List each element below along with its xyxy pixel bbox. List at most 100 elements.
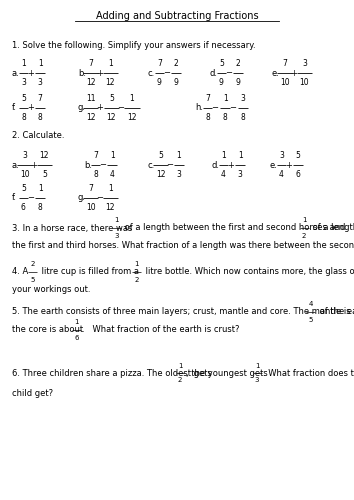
- Text: h.: h.: [195, 104, 203, 112]
- Text: your workings out.: your workings out.: [12, 284, 91, 294]
- Text: 3: 3: [114, 232, 119, 238]
- Text: 4: 4: [279, 170, 284, 179]
- Text: 7: 7: [205, 94, 210, 103]
- Text: 3: 3: [302, 59, 307, 68]
- Text: 1: 1: [108, 59, 113, 68]
- Text: +: +: [30, 160, 37, 170]
- Text: −: −: [117, 104, 124, 112]
- Text: g.: g.: [78, 104, 86, 112]
- Text: 2. Calculate.: 2. Calculate.: [12, 130, 64, 140]
- Text: . What fraction does the other: . What fraction does the other: [263, 368, 354, 378]
- Text: +: +: [285, 160, 292, 170]
- Text: +: +: [290, 68, 297, 78]
- Text: 1: 1: [110, 151, 115, 160]
- Text: 5: 5: [30, 276, 35, 282]
- Text: 5: 5: [219, 59, 224, 68]
- Text: 1: 1: [178, 362, 182, 368]
- Text: 8: 8: [241, 113, 245, 122]
- Text: 1: 1: [38, 59, 42, 68]
- Text: 1: 1: [114, 218, 119, 224]
- Text: 1. Solve the following. Simplify your answers if necessary.: 1. Solve the following. Simplify your an…: [12, 40, 256, 50]
- Text: 5: 5: [21, 94, 26, 103]
- Text: 6: 6: [74, 334, 79, 340]
- Text: 3: 3: [38, 78, 42, 87]
- Text: 9: 9: [174, 78, 179, 87]
- Text: litre cup is filled from a: litre cup is filled from a: [39, 268, 141, 276]
- Text: 6: 6: [21, 203, 26, 212]
- Text: −: −: [27, 194, 34, 202]
- Text: 3: 3: [255, 378, 259, 384]
- Text: 8: 8: [21, 113, 26, 122]
- Text: of a length between: of a length between: [310, 224, 354, 232]
- Text: 1: 1: [130, 94, 135, 103]
- Text: −: −: [163, 68, 170, 78]
- Text: 1: 1: [38, 184, 42, 193]
- Text: 8: 8: [223, 113, 228, 122]
- Text: 9: 9: [236, 78, 241, 87]
- Text: −: −: [99, 160, 106, 170]
- Text: 5: 5: [309, 316, 313, 322]
- Text: 4: 4: [221, 170, 226, 179]
- Text: 7: 7: [88, 59, 93, 68]
- Text: a.: a.: [12, 68, 20, 78]
- Text: 6: 6: [296, 170, 301, 179]
- Text: 5: 5: [109, 94, 114, 103]
- Text: 12: 12: [107, 113, 116, 122]
- Text: 9: 9: [219, 78, 224, 87]
- Text: 8: 8: [93, 170, 98, 179]
- Text: 7: 7: [282, 59, 287, 68]
- Text: 2: 2: [135, 276, 139, 282]
- Text: 8: 8: [38, 113, 42, 122]
- Text: 1: 1: [238, 151, 242, 160]
- Text: 8: 8: [205, 113, 210, 122]
- Text: 12: 12: [105, 203, 115, 212]
- Text: 1: 1: [134, 262, 139, 268]
- Text: 3: 3: [279, 151, 284, 160]
- Text: Adding and Subtracting Fractions: Adding and Subtracting Fractions: [96, 11, 258, 21]
- Text: 3: 3: [241, 94, 245, 103]
- Text: 3: 3: [22, 151, 27, 160]
- Text: 1: 1: [221, 151, 226, 160]
- Text: e.: e.: [270, 160, 278, 170]
- Text: +: +: [27, 104, 34, 112]
- Text: −: −: [211, 104, 218, 112]
- Text: 2: 2: [30, 262, 35, 268]
- Text: litre bottle. Which now contains more, the glass or the bottle? Show all: litre bottle. Which now contains more, t…: [143, 268, 354, 276]
- Text: 2: 2: [236, 59, 241, 68]
- Text: 2: 2: [174, 59, 178, 68]
- Text: 10: 10: [280, 78, 290, 87]
- Text: 4: 4: [309, 302, 313, 308]
- Text: d.: d.: [210, 68, 218, 78]
- Text: 10: 10: [299, 78, 309, 87]
- Text: 7: 7: [157, 59, 162, 68]
- Text: +: +: [96, 68, 103, 78]
- Text: 3: 3: [177, 170, 182, 179]
- Text: 1: 1: [74, 320, 79, 326]
- Text: 11: 11: [86, 94, 96, 103]
- Text: the first and third horses. What fraction of a length was there between the seco: the first and third horses. What fractio…: [12, 240, 354, 250]
- Text: 2: 2: [178, 378, 182, 384]
- Text: c.: c.: [148, 160, 155, 170]
- Text: g.: g.: [78, 194, 86, 202]
- Text: 9: 9: [157, 78, 162, 87]
- Text: 12: 12: [127, 113, 137, 122]
- Text: 1: 1: [223, 94, 228, 103]
- Text: 6. Three children share a pizza. The oldest gets: 6. Three children share a pizza. The old…: [12, 368, 215, 378]
- Text: 5: 5: [296, 151, 301, 160]
- Text: b.: b.: [84, 160, 92, 170]
- Text: .   What fraction of the earth is crust?: . What fraction of the earth is crust?: [82, 326, 240, 334]
- Text: 12: 12: [86, 78, 96, 87]
- Text: 12: 12: [40, 151, 49, 160]
- Text: −: −: [166, 160, 173, 170]
- Text: c.: c.: [148, 68, 155, 78]
- Text: the core is about: the core is about: [12, 326, 86, 334]
- Text: 4: 4: [110, 170, 115, 179]
- Text: 1: 1: [21, 59, 26, 68]
- Text: 3: 3: [238, 170, 242, 179]
- Text: b.: b.: [78, 68, 86, 78]
- Text: 1: 1: [302, 218, 306, 224]
- Text: f.: f.: [12, 104, 17, 112]
- Text: 5. The earth consists of three main layers; crust, mantle and core. The mantle i: 5. The earth consists of three main laye…: [12, 308, 354, 316]
- Text: 12: 12: [105, 78, 115, 87]
- Text: 12: 12: [156, 170, 166, 179]
